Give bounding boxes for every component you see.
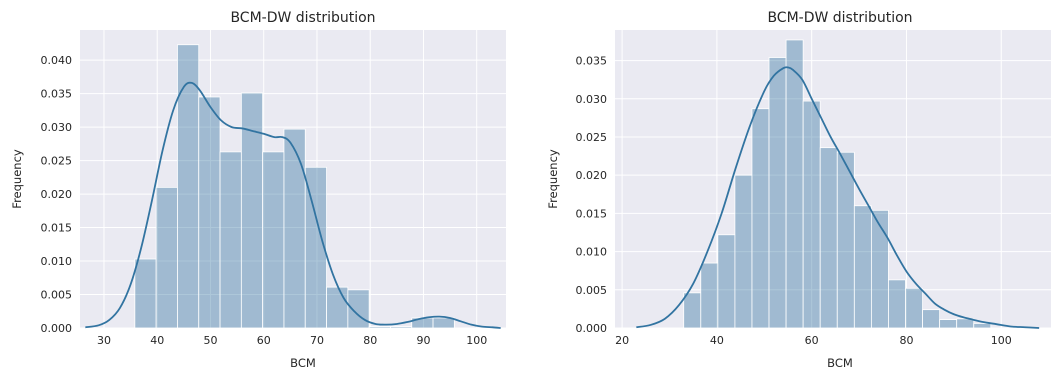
x-tick-label: 90 [416, 334, 430, 347]
y-tick-label: 0.035 [576, 55, 608, 68]
kde-line-right [636, 66, 1040, 329]
histogram-bar [768, 57, 787, 329]
x-tick-label: 20 [615, 334, 629, 347]
histogram-bar [973, 323, 992, 329]
histogram-bar [819, 147, 838, 329]
y-tick-label: 0.000 [576, 322, 608, 335]
histogram-bar [751, 108, 770, 329]
yticks-right: 0.000 0.005 0.010 0.015 0.020 0.025 0.030 0.035 [576, 55, 608, 335]
x-tick-label: 80 [363, 334, 377, 347]
y-tick-label: 0.005 [576, 284, 608, 297]
y-tick-label: 0.000 [41, 322, 73, 335]
histogram-bar [802, 100, 821, 329]
plot-area-right [615, 30, 1051, 328]
histogram-bar [700, 262, 719, 329]
histogram-bar [326, 286, 349, 329]
grid-right [615, 30, 1051, 329]
kde-line-left [85, 81, 501, 329]
histogram-bar [683, 292, 702, 329]
chart-title-left: BCM-DW distribution [230, 10, 375, 26]
xticks-left: 30 40 50 60 70 80 90 100 [97, 334, 487, 347]
x-tick-label: 60 [805, 334, 819, 347]
x-axis-label-left: BCM [290, 356, 316, 370]
x-tick-label: 100 [466, 334, 487, 347]
histogram-bar [853, 205, 872, 329]
plot-area-left [80, 30, 506, 328]
histogram-bar [134, 258, 157, 329]
y-tick-label: 0.005 [41, 289, 73, 302]
histogram-bar [922, 309, 941, 329]
histogram-bar [155, 186, 178, 329]
y-tick-label: 0.015 [576, 207, 608, 220]
x-tick-label: 30 [97, 334, 111, 347]
y-axis-label-right: Frequency [546, 149, 560, 209]
chart-title-right: BCM-DW distribution [767, 10, 912, 26]
x-axis-label-right: BCM [827, 356, 853, 370]
x-tick-label: 40 [150, 334, 164, 347]
x-tick-label: 60 [257, 334, 271, 347]
x-tick-label: 100 [991, 334, 1012, 347]
histogram-bar [304, 166, 327, 329]
y-tick-label: 0.030 [576, 93, 608, 106]
y-tick-label: 0.040 [41, 54, 73, 67]
histogram-bar [390, 326, 413, 329]
y-tick-label: 0.025 [576, 131, 608, 144]
histogram-bar [177, 44, 200, 329]
y-tick-label: 0.020 [576, 169, 608, 182]
histogram-bar [939, 319, 958, 329]
histogram-bar [198, 96, 221, 329]
histogram-bar [368, 326, 391, 329]
y-tick-label: 0.030 [41, 121, 73, 134]
histogram-bar [717, 234, 736, 329]
y-tick-label: 0.015 [41, 222, 73, 235]
bars-right [683, 39, 992, 329]
y-tick-label: 0.010 [41, 255, 73, 268]
y-axis-label-left: Frequency [10, 149, 24, 209]
histogram-bar [219, 151, 242, 329]
histogram-bar [262, 151, 285, 329]
x-tick-label: 50 [203, 334, 217, 347]
chart-right: 20 40 60 80 100 0.0000.0050.0100.0150.0200.0… [546, 10, 1051, 370]
xticks-right: 20 40 60 80 100 [615, 334, 1012, 347]
histogram-bar [785, 39, 804, 329]
histogram-bar [905, 287, 923, 329]
x-tick-label: 40 [710, 334, 724, 347]
histogram-bar [432, 317, 455, 329]
histogram-bar [734, 174, 753, 329]
histogram-bar [836, 151, 855, 329]
y-tick-label: 0.010 [576, 246, 608, 259]
y-tick-label: 0.025 [41, 155, 73, 168]
bars-left [134, 44, 455, 329]
histogram-bar [956, 318, 975, 329]
x-tick-label: 80 [899, 334, 913, 347]
histogram-bar [888, 279, 906, 329]
histogram-bar [870, 209, 889, 329]
x-tick-label: 70 [310, 334, 324, 347]
yticks-left: 0.000 0.005 0.010 0.015 0.020 0.025 0.030 0.035… [41, 54, 73, 335]
y-tick-label: 0.020 [41, 188, 73, 201]
y-tick-label: 0.035 [41, 88, 73, 101]
chart-left: 30 40 50 60 70 80 90 100 0.0000.0050.0100.0150.… [10, 10, 506, 370]
histogram-bar [283, 128, 306, 329]
